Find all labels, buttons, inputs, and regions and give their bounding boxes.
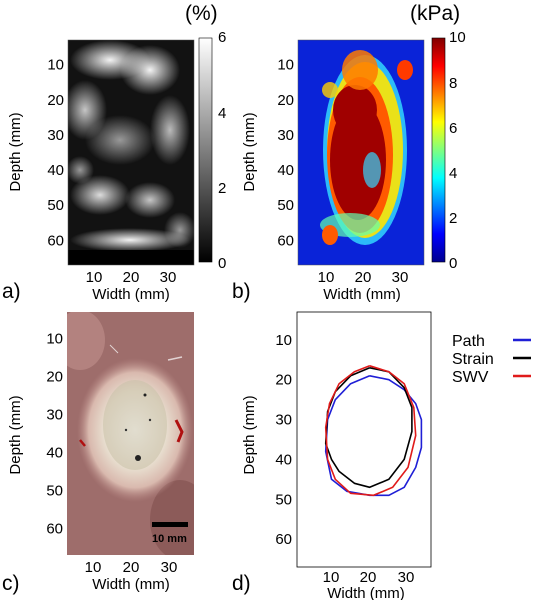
x-axis-label-c: Width (mm) <box>92 576 170 593</box>
unit-label-b: (kPa) <box>410 2 460 25</box>
x-tick-a-20: 20 <box>123 269 140 286</box>
y-tick-d-20: 20 <box>275 372 292 389</box>
x-tick-d-10: 10 <box>323 569 340 586</box>
x-tick-d-30: 30 <box>398 569 415 586</box>
legend-label-swv: SWV <box>452 369 489 386</box>
y-tick-a-10: 10 <box>47 57 64 74</box>
y-tick-b-60: 60 <box>277 232 294 249</box>
x-tick-c-30: 30 <box>161 559 178 576</box>
colorbar-b-tick-10: 10 <box>449 29 466 46</box>
x-axis-label-b: Width (mm) <box>323 286 401 303</box>
x-axis-label-a: Width (mm) <box>92 286 170 303</box>
y-tick-c-20: 20 <box>46 369 63 386</box>
x-tick-c-20: 20 <box>123 559 140 576</box>
shear-modulus-map <box>320 50 413 245</box>
x-tick-d-20: 20 <box>360 569 377 586</box>
y-axis-label-a: Depth (mm) <box>7 112 24 191</box>
panel-label-c: c) <box>2 572 20 595</box>
series-line-swv <box>324 365 417 497</box>
panel-label-d: d) <box>232 572 251 595</box>
y-axis-label-d: Depth (mm) <box>241 395 258 474</box>
y-tick-d-10: 10 <box>275 332 292 349</box>
panel-b: (kPa) 10 8 6 4 2 0 10 20 30 Width (mm) D… <box>232 2 466 303</box>
y-tick-a-60: 60 <box>47 232 64 249</box>
x-tick-b-10: 10 <box>318 269 335 286</box>
y-tick-a-30: 30 <box>47 127 64 144</box>
y-tick-b-40: 40 <box>277 162 294 179</box>
panel-a: (%) 6 4 2 0 10 20 30 Width (mm) Depth (m… <box>2 2 226 303</box>
y-tick-d-40: 40 <box>275 451 292 468</box>
panel-c: 10 mm 10 20 30 Width (mm) Depth (mm) c) <box>2 312 194 595</box>
y-tick-b-10: 10 <box>277 57 294 74</box>
colorbar-b-tick-4: 4 <box>449 165 457 182</box>
x-axis-label-d: Width (mm) <box>327 585 405 600</box>
y-tick-b-20: 20 <box>277 92 294 109</box>
unit-label-a: (%) <box>185 2 218 25</box>
y-tick-a-50: 50 <box>47 197 64 214</box>
legend: Path Strain SWV <box>452 333 531 386</box>
scale-bar-label: 10 mm <box>152 533 187 545</box>
y-axis-label-b: Depth (mm) <box>241 112 258 191</box>
colorbar-b-tick-6: 6 <box>449 120 457 137</box>
y-tick-c-30: 30 <box>46 407 63 424</box>
colorbar-b <box>431 37 446 263</box>
x-tick-c-10: 10 <box>85 559 102 576</box>
y-tick-c-10: 10 <box>46 331 63 348</box>
y-tick-b-30: 30 <box>277 127 294 144</box>
series-line-strain <box>324 367 413 489</box>
x-tick-a-10: 10 <box>86 269 103 286</box>
colorbar-b-tick-0: 0 <box>449 255 457 272</box>
strain-map <box>68 40 194 265</box>
colorbar-a-tick-6: 6 <box>218 29 226 46</box>
colorbar-a-tick-0: 0 <box>218 255 226 272</box>
contour-plot-frame <box>296 311 432 568</box>
colorbar-a-tick-4: 4 <box>218 105 226 122</box>
y-tick-d-30: 30 <box>275 412 292 429</box>
y-tick-c-50: 50 <box>46 482 63 499</box>
x-tick-b-30: 30 <box>392 269 409 286</box>
y-tick-d-60: 60 <box>275 531 292 548</box>
panel-label-b: b) <box>232 280 251 303</box>
panel-d: 10 20 30 Width (mm) Depth (mm) d) Path S… <box>232 311 531 600</box>
panel-label-a: a) <box>2 280 21 303</box>
colorbar-a-tick-2: 2 <box>218 180 226 197</box>
legend-label-path: Path <box>452 333 485 350</box>
contour-lines <box>324 365 423 497</box>
y-axis-label-c: Depth (mm) <box>7 395 24 474</box>
y-tick-a-20: 20 <box>47 92 64 109</box>
colorbar-a <box>198 37 213 263</box>
series-line-path <box>324 375 423 497</box>
tissue-photo <box>67 312 194 555</box>
y-tick-d-50: 50 <box>275 491 292 508</box>
y-tick-a-40: 40 <box>47 162 64 179</box>
x-tick-b-20: 20 <box>355 269 372 286</box>
y-tick-c-40: 40 <box>46 444 63 461</box>
colorbar-b-tick-2: 2 <box>449 210 457 227</box>
scale-bar <box>152 522 188 527</box>
colorbar-b-tick-8: 8 <box>449 75 457 92</box>
y-tick-c-60: 60 <box>46 520 63 537</box>
legend-label-strain: Strain <box>452 351 494 368</box>
y-tick-b-50: 50 <box>277 197 294 214</box>
x-tick-a-30: 30 <box>160 269 177 286</box>
